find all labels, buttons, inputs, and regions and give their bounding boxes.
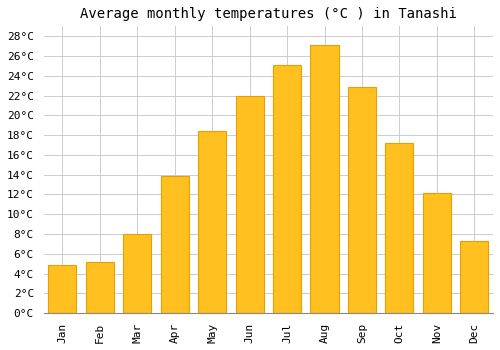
Bar bbox=[160, 176, 189, 313]
Bar bbox=[348, 86, 376, 313]
Bar bbox=[460, 241, 488, 313]
Bar bbox=[273, 65, 301, 313]
Bar bbox=[198, 131, 226, 313]
Bar bbox=[123, 234, 152, 313]
Bar bbox=[423, 194, 451, 313]
Bar bbox=[310, 45, 338, 313]
Bar bbox=[48, 265, 76, 313]
Bar bbox=[86, 262, 114, 313]
Title: Average monthly temperatures (°C ) in Tanashi: Average monthly temperatures (°C ) in Ta… bbox=[80, 7, 457, 21]
Bar bbox=[236, 97, 264, 313]
Bar bbox=[386, 143, 413, 313]
